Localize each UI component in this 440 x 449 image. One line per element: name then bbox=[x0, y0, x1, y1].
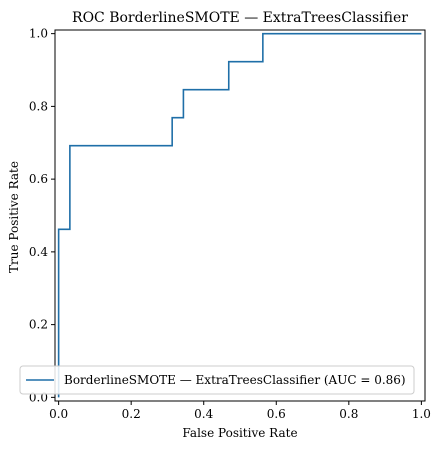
legend-box bbox=[19, 365, 415, 395]
y-tick-label: 0.2 bbox=[29, 318, 48, 332]
legend-label: BorderlineSMOTE — ExtraTreesClassifier (… bbox=[64, 373, 406, 387]
plot-area bbox=[54, 29, 426, 402]
x-tick-label: 1.0 bbox=[412, 407, 431, 421]
x-tick-label: 0.6 bbox=[267, 407, 286, 421]
x-tick-label: 0.0 bbox=[49, 407, 68, 421]
x-tick-label: 0.4 bbox=[194, 407, 213, 421]
y-tick-label: 0.4 bbox=[29, 245, 48, 259]
x-tick-label: 0.2 bbox=[122, 407, 141, 421]
y-tick-label: 0.8 bbox=[29, 99, 48, 113]
roc-curve-line bbox=[57, 32, 422, 398]
y-axis: 0.00.20.40.60.81.0 bbox=[29, 27, 55, 404]
plot-frame bbox=[54, 29, 426, 402]
chart-title: ROC BorderlineSMOTE — ExtraTreesClassifi… bbox=[72, 10, 408, 26]
legend: BorderlineSMOTE — ExtraTreesClassifier (… bbox=[19, 365, 415, 395]
y-tick-label: 0.6 bbox=[29, 172, 48, 186]
y-tick-label: 1.0 bbox=[29, 27, 48, 41]
x-axis-label: False Positive Rate bbox=[182, 426, 297, 440]
x-tick-label: 0.8 bbox=[339, 407, 358, 421]
y-axis-label: True Positive Rate bbox=[7, 161, 21, 273]
x-axis: 0.0 0.2 0.4 0.6 0.8 1.0 bbox=[49, 401, 431, 421]
